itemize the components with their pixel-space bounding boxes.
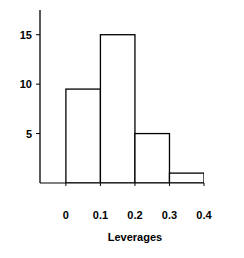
x-tick-label: 0.1: [93, 209, 108, 221]
y-tick-label: 15: [20, 29, 32, 41]
x-tick: [134, 183, 135, 186]
x-tick-label: 0.4: [196, 209, 212, 221]
bars: [66, 35, 204, 183]
bar: [135, 134, 170, 183]
bar: [100, 35, 135, 183]
x-tick: [100, 183, 101, 186]
x-tick: [169, 183, 170, 186]
x-tick-label: 0.2: [127, 209, 142, 221]
chart-svg: 5 10 15 0 0.1 0.2 0.3 0.4 Leverages: [0, 0, 244, 258]
x-axis-line: [40, 183, 204, 184]
x-tick: [65, 183, 66, 186]
bar: [66, 89, 101, 183]
y-tick: [36, 34, 40, 35]
y-tick: [36, 84, 40, 85]
x-tick-label: 0: [63, 209, 69, 221]
bar: [169, 173, 204, 183]
x-tick: [204, 183, 205, 186]
y-tick-label: 10: [20, 78, 32, 90]
chart: 5 10 15 0 0.1 0.2 0.3 0.4 Leverages: [0, 0, 244, 258]
y-axis-line: [39, 10, 40, 183]
y-tick-label: 5: [26, 128, 32, 140]
y-tick: [36, 133, 40, 134]
x-axis-label: Leverages: [108, 231, 162, 243]
x-tick-label: 0.3: [162, 209, 177, 221]
